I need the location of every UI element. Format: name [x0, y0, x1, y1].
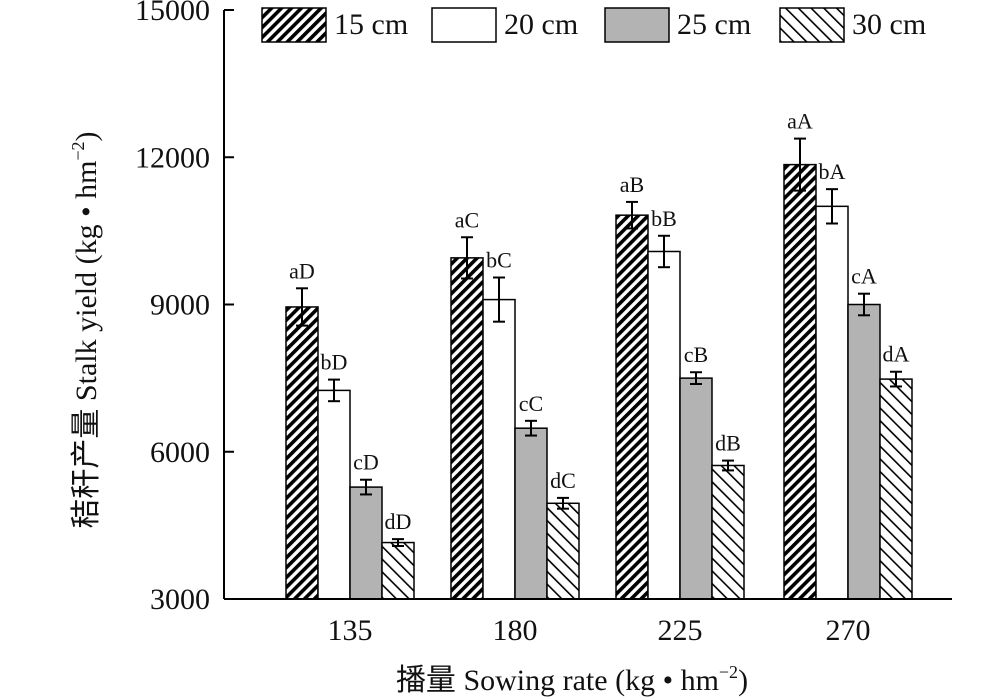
legend-label: 20 cm — [504, 8, 578, 41]
y-tick-label: 6000 — [150, 436, 210, 469]
bar-30cm-180 — [546, 502, 580, 600]
bar-20cm-225 — [647, 250, 681, 600]
bar-25cm-135 — [349, 486, 383, 600]
significance-label: cA — [851, 264, 877, 289]
significance-label: dB — [715, 431, 741, 456]
x-axis-title: 播量 Sowing rate (kg • hm−2) — [396, 662, 748, 697]
significance-label: dC — [550, 468, 576, 493]
legend-swatch-30cm — [779, 7, 845, 43]
significance-label: dA — [883, 342, 910, 367]
bar-20cm-270 — [815, 205, 849, 600]
y-ticks: 3000 6000 9000 12000 15000 — [135, 0, 234, 616]
y-tick-label: 3000 — [150, 583, 210, 616]
bar-15cm-180 — [450, 257, 484, 600]
x-tick-label: 180 — [493, 614, 538, 647]
bar-15cm-225 — [615, 214, 649, 600]
significance-label: bB — [651, 206, 677, 231]
bar-25cm-225 — [679, 377, 713, 600]
significance-label: cB — [684, 342, 708, 367]
x-tick-label: 135 — [328, 614, 373, 647]
x-tick-label: 225 — [658, 614, 703, 647]
legend-swatch-20cm — [431, 7, 497, 43]
bar-25cm-270 — [847, 303, 881, 600]
bar-15cm-135 — [285, 306, 319, 600]
y-tick-label: 12000 — [135, 141, 210, 174]
y-tick-label: 9000 — [150, 289, 210, 322]
bar-25cm-180 — [514, 427, 548, 600]
bar-15cm-270 — [783, 163, 817, 600]
legend-label: 30 cm — [852, 8, 926, 41]
significance-label: aC — [455, 207, 479, 232]
bar-20cm-135 — [317, 389, 351, 600]
x-ticks: 135 180 225 270 — [328, 614, 871, 647]
significance-label: cD — [353, 450, 379, 475]
significance-label: aD — [289, 258, 315, 283]
bar-30cm-270 — [879, 378, 913, 600]
significance-label: bD — [321, 350, 348, 375]
significance-label: bC — [486, 248, 512, 273]
bar-30cm-225 — [711, 464, 745, 600]
significance-label: bA — [819, 159, 846, 184]
y-axis-title: 秸秆产量 Stalk yield (kg • hm−2) — [68, 131, 103, 528]
significance-label: cC — [519, 391, 543, 416]
significance-label: aA — [787, 109, 813, 134]
x-tick-label: 270 — [826, 614, 871, 647]
legend-label: 25 cm — [677, 8, 751, 41]
y-tick-label: 15000 — [135, 0, 210, 27]
significance-label: dD — [385, 509, 412, 534]
legend-label: 15 cm — [334, 8, 408, 41]
legend: 15 cm 20 cm 25 cm 30 cm — [261, 7, 926, 43]
legend-swatch-25cm — [604, 7, 670, 43]
bar-20cm-180 — [482, 298, 516, 600]
bar-30cm-135 — [381, 541, 415, 600]
legend-swatch-15cm — [261, 7, 327, 43]
significance-label: aB — [620, 172, 644, 197]
